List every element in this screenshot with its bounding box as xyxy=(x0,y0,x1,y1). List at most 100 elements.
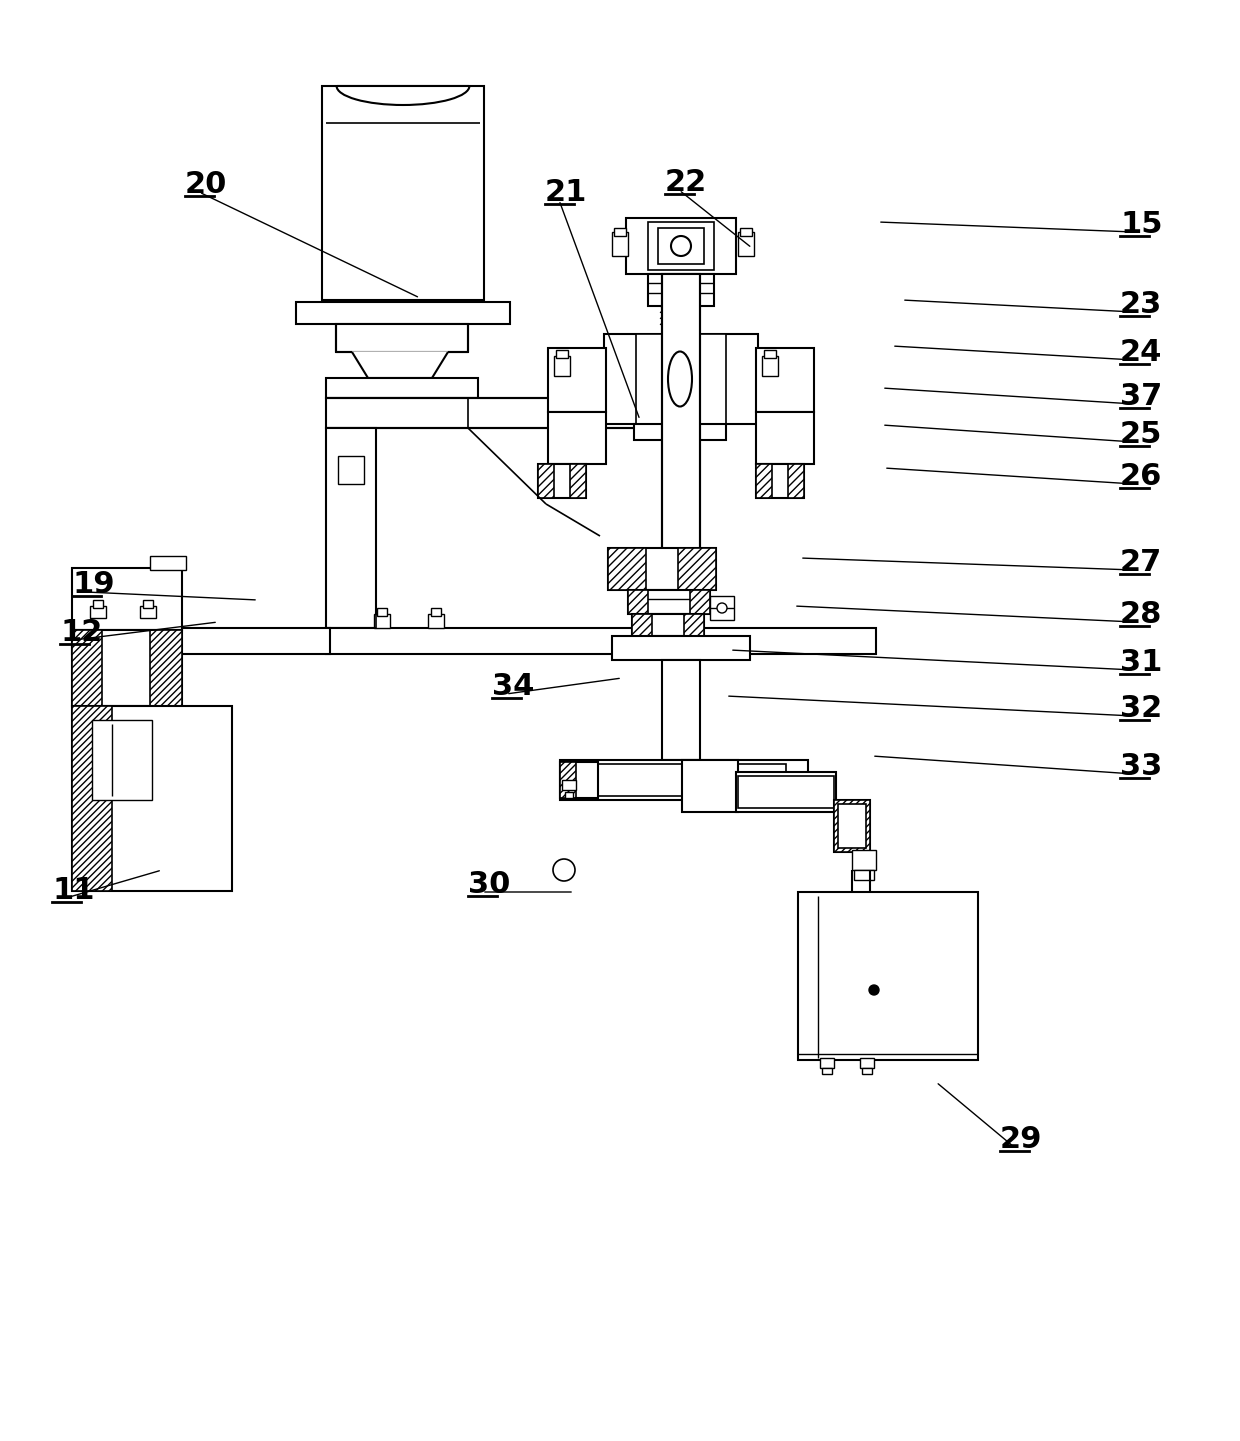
Text: 27: 27 xyxy=(1120,548,1162,576)
Bar xyxy=(560,762,577,798)
Bar xyxy=(738,777,835,808)
Bar xyxy=(862,1068,872,1074)
Bar xyxy=(428,614,444,628)
Bar xyxy=(72,706,112,891)
Bar xyxy=(608,548,646,589)
Bar xyxy=(574,764,786,795)
Text: 23: 23 xyxy=(1120,290,1162,318)
Text: 20: 20 xyxy=(185,170,227,199)
Bar xyxy=(614,228,626,236)
Bar xyxy=(608,548,715,589)
Bar xyxy=(326,628,875,654)
Bar xyxy=(662,660,701,759)
Bar xyxy=(711,597,734,620)
Bar xyxy=(737,772,836,811)
Bar xyxy=(678,548,715,589)
Text: 32: 32 xyxy=(1120,695,1162,723)
Bar xyxy=(835,800,870,852)
Bar xyxy=(150,556,186,571)
Bar xyxy=(649,274,714,305)
Bar xyxy=(756,464,773,499)
Bar xyxy=(820,1058,835,1068)
Text: 34: 34 xyxy=(492,672,534,700)
Bar xyxy=(658,228,704,264)
Bar xyxy=(822,1068,832,1074)
Bar xyxy=(72,630,102,706)
Bar xyxy=(548,347,606,412)
Bar xyxy=(336,324,467,352)
Bar xyxy=(296,303,510,324)
Bar xyxy=(626,218,737,274)
Bar xyxy=(548,412,606,464)
Bar xyxy=(636,334,725,424)
Text: 21: 21 xyxy=(546,179,588,208)
Bar xyxy=(72,568,182,630)
Bar xyxy=(799,892,978,1061)
Bar xyxy=(763,356,777,376)
Bar xyxy=(560,762,598,798)
Bar xyxy=(604,334,758,424)
Bar xyxy=(72,628,330,654)
Bar xyxy=(682,759,738,811)
Text: 15: 15 xyxy=(1120,210,1163,239)
Bar xyxy=(556,350,568,357)
Bar xyxy=(740,228,751,236)
Bar xyxy=(570,464,587,499)
Bar xyxy=(374,614,391,628)
Text: 28: 28 xyxy=(1120,599,1162,630)
Bar xyxy=(627,589,649,614)
Bar xyxy=(326,398,676,428)
Bar xyxy=(93,599,103,608)
Bar xyxy=(91,607,105,618)
Bar xyxy=(72,706,232,891)
Bar xyxy=(604,334,758,424)
Bar xyxy=(441,303,458,313)
Circle shape xyxy=(869,986,879,994)
Bar xyxy=(140,607,156,618)
Bar xyxy=(150,630,182,706)
Bar xyxy=(538,464,587,499)
Bar xyxy=(684,614,704,635)
Bar xyxy=(350,303,366,313)
Bar xyxy=(861,1058,874,1068)
Bar xyxy=(326,428,376,628)
Circle shape xyxy=(553,859,575,880)
Text: 26: 26 xyxy=(1120,463,1162,491)
Bar xyxy=(444,313,456,318)
Bar xyxy=(626,218,737,274)
Bar xyxy=(560,759,808,800)
Bar xyxy=(72,630,182,706)
Bar xyxy=(662,274,701,628)
Text: 37: 37 xyxy=(1120,382,1162,411)
Bar xyxy=(756,412,813,464)
Bar xyxy=(554,356,570,376)
Bar xyxy=(538,464,554,499)
Text: 12: 12 xyxy=(60,618,103,647)
Bar xyxy=(787,464,804,499)
Bar xyxy=(352,313,365,318)
Bar xyxy=(296,303,510,324)
Bar xyxy=(838,804,866,847)
Bar xyxy=(565,793,573,798)
Bar xyxy=(737,772,836,811)
Bar xyxy=(627,589,711,614)
Bar xyxy=(756,347,813,412)
Text: 11: 11 xyxy=(52,876,94,905)
Bar xyxy=(562,780,577,790)
Bar xyxy=(756,412,813,464)
Bar xyxy=(613,232,627,256)
Text: 29: 29 xyxy=(999,1125,1043,1154)
Circle shape xyxy=(717,602,727,612)
Bar xyxy=(756,464,804,499)
Bar xyxy=(756,347,813,412)
Bar xyxy=(764,350,776,357)
Text: 22: 22 xyxy=(665,169,707,197)
Bar xyxy=(326,428,376,628)
Bar xyxy=(682,759,738,811)
Polygon shape xyxy=(352,352,448,378)
Bar xyxy=(548,412,606,464)
Bar xyxy=(322,86,484,300)
Bar xyxy=(143,599,153,608)
Circle shape xyxy=(671,236,691,256)
Bar xyxy=(632,614,652,635)
